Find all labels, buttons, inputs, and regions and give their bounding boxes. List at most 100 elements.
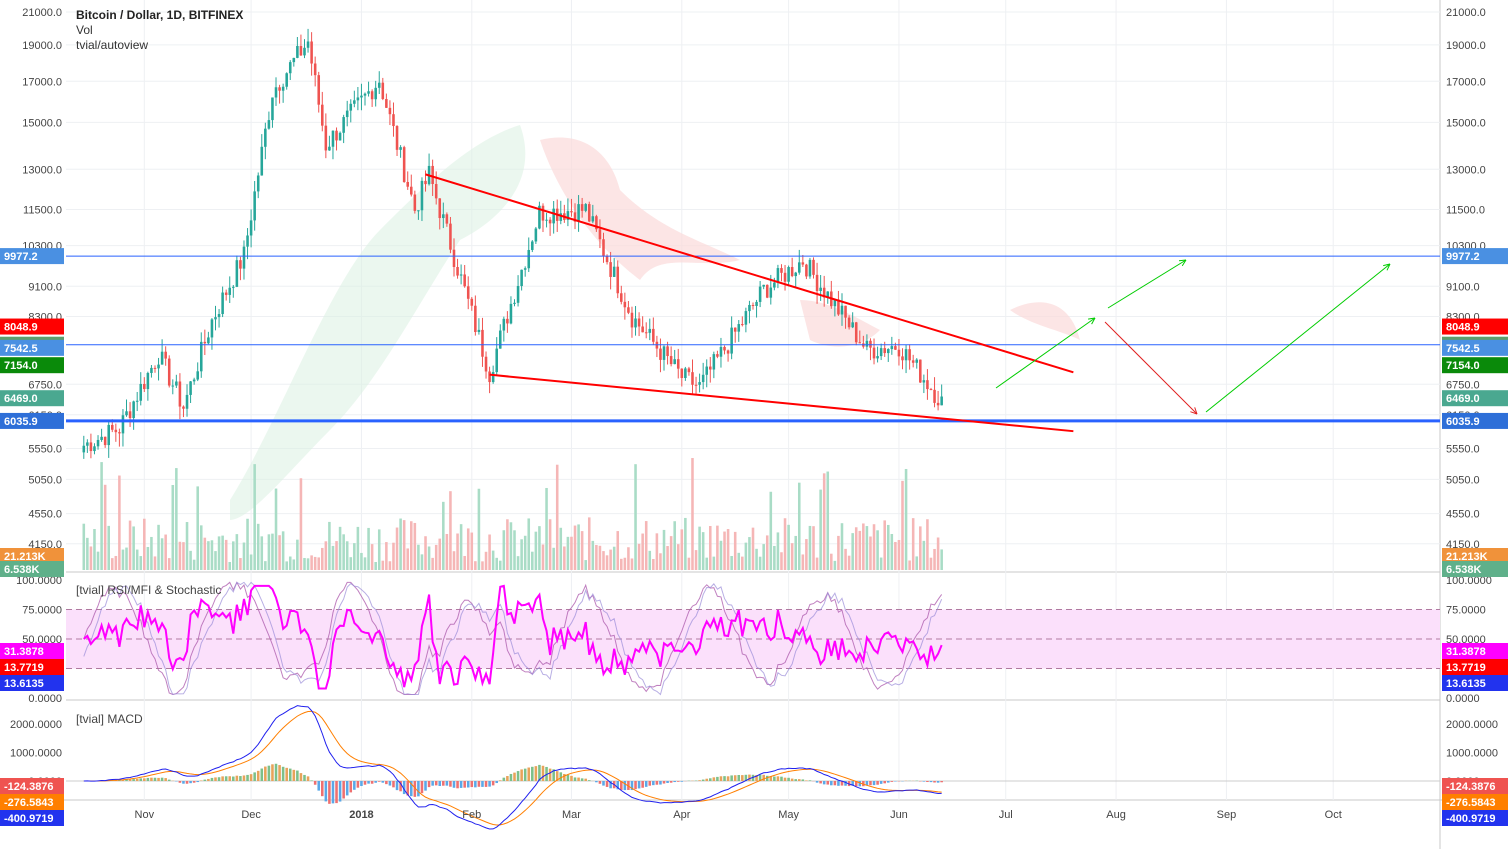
volume-bar — [584, 560, 587, 570]
volume-bar — [755, 549, 758, 570]
volume-bar — [812, 526, 815, 570]
candle-body — [367, 91, 370, 93]
candle-body — [317, 75, 320, 105]
volume-bar — [766, 535, 769, 570]
macd-histogram-bar — [428, 781, 431, 787]
macd-histogram-bar — [520, 769, 523, 781]
candle-body — [794, 273, 797, 276]
volume-bar — [449, 491, 452, 570]
symbol-title[interactable]: Bitcoin / Dollar, 1D, BITFINEX — [76, 8, 243, 23]
volume-bar — [453, 551, 456, 570]
script-legend[interactable]: tvial/autoview — [76, 38, 243, 53]
volume-bar — [232, 541, 235, 570]
candle-body — [196, 371, 199, 379]
macd-histogram-bar — [179, 781, 182, 783]
volume-bar — [780, 552, 783, 570]
candle-body — [289, 62, 292, 73]
candle-body — [599, 229, 602, 239]
candle-body — [164, 352, 167, 359]
volume-bar — [876, 530, 879, 570]
candle-body — [86, 442, 89, 445]
candle-body — [481, 330, 484, 357]
price-label: 8048.9 — [4, 322, 38, 334]
volume-bar — [446, 534, 449, 570]
candle-body — [378, 83, 381, 88]
macd-histogram-bar — [438, 781, 441, 786]
macd-histogram-bar — [734, 775, 737, 781]
candle-body — [122, 415, 125, 433]
macd-histogram-bar — [488, 781, 491, 787]
volume-bar — [157, 525, 160, 570]
candle-body — [930, 389, 933, 390]
x-tick-label: Aug — [1106, 809, 1126, 821]
volume-bar — [367, 528, 370, 570]
macd-histogram-bar — [446, 781, 449, 786]
volume-bar — [396, 528, 399, 570]
volume-bar — [915, 556, 918, 570]
macd-value-label: -124.3876 — [1446, 781, 1496, 793]
volume-bar — [713, 557, 716, 570]
rsi-value-label: 13.6135 — [4, 678, 44, 690]
candle-body — [214, 317, 217, 319]
candle-body — [257, 175, 260, 191]
macd-histogram-bar — [417, 781, 420, 796]
volume-bar — [545, 488, 548, 570]
macd-histogram-bar — [225, 776, 228, 781]
volume-bar — [147, 547, 150, 570]
macd-value-label: -276.5843 — [4, 797, 54, 809]
candle-body — [107, 425, 110, 445]
candle-body — [495, 349, 498, 372]
candle-body — [713, 354, 716, 369]
volume-bar — [414, 523, 417, 570]
candle-body — [737, 324, 740, 332]
macd-histogram-bar — [307, 776, 310, 781]
volume-bar — [214, 551, 217, 570]
macd-histogram-bar — [285, 768, 288, 781]
rsi-pane-title[interactable]: [tvial] RSI/MFI & Stochastic — [76, 583, 221, 597]
macd-histogram-bar — [777, 776, 780, 781]
y-tick-label-left: 5550.0 — [28, 443, 62, 455]
volume-bar — [741, 557, 744, 570]
volume-bar — [691, 458, 694, 570]
x-tick-label: Jun — [890, 809, 908, 821]
volume-bar — [488, 535, 491, 570]
macd-histogram-bar — [826, 781, 829, 785]
macd-histogram-bar — [698, 780, 701, 781]
macd-histogram-bar — [275, 764, 278, 781]
volume-bar — [923, 541, 926, 570]
candle-body — [702, 375, 705, 382]
volume-legend[interactable]: Vol — [76, 23, 243, 38]
macd-pane-title[interactable]: [tvial] MACD — [76, 712, 143, 726]
volume-bar — [784, 518, 787, 570]
macd-histogram-bar — [264, 767, 267, 781]
candle-body — [478, 330, 481, 332]
y-tick-label-right: 6750.0 — [1446, 379, 1480, 391]
macd-histogram-bar — [357, 781, 360, 788]
candle-body — [880, 348, 883, 356]
candle-body — [175, 382, 178, 386]
candle-body — [168, 359, 171, 386]
candle-body — [545, 220, 548, 221]
candle-body — [698, 382, 701, 385]
volume-bar — [520, 539, 523, 570]
volume-bar — [698, 527, 701, 570]
macd-histogram-bar — [314, 781, 317, 785]
trendlines[interactable] — [426, 174, 1390, 431]
rsi-tick-label-left: 75.0000 — [22, 605, 62, 617]
volume-bar — [118, 476, 121, 570]
macd-histogram-bar — [567, 775, 570, 781]
volume-bar — [705, 558, 708, 570]
candle-body — [335, 131, 338, 141]
macd-histogram-bar — [681, 781, 684, 782]
candle-body — [471, 299, 474, 306]
volume-bar — [221, 536, 224, 570]
volume-bar — [296, 540, 299, 570]
volume-bar — [609, 550, 612, 570]
candle-body — [695, 385, 698, 386]
candle-body — [310, 41, 313, 63]
candle-body — [104, 437, 107, 445]
candle-body — [360, 96, 363, 98]
volume-bar — [798, 483, 801, 570]
